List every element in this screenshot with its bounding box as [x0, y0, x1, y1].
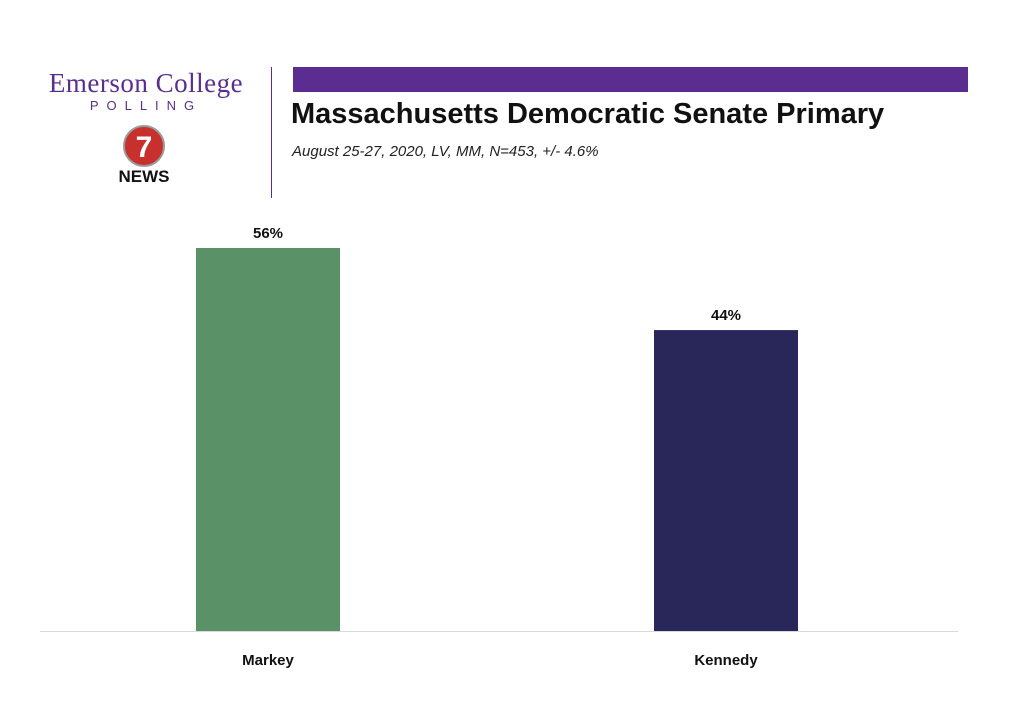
chart-title: Massachusetts Democratic Senate Primary [291, 98, 885, 130]
category-label-kennedy: Kennedy [694, 652, 758, 669]
bar-markey [196, 248, 340, 631]
emerson-college-logo-text: Emerson College [48, 68, 244, 98]
data-label-markey: 56% [253, 225, 283, 242]
seven-news-logo-number: 7 [136, 131, 153, 164]
header-divider [271, 67, 272, 198]
bar-kennedy [654, 330, 798, 631]
data-label-kennedy: 44% [711, 307, 741, 324]
seven-news-logo-icon: 7 NEWS [119, 125, 170, 186]
title-accent-bar [293, 67, 968, 92]
chart-subtitle: August 25-27, 2020, LV, MM, N=453, +/- 4… [292, 143, 599, 160]
polling-logo-text: POLLING [89, 98, 203, 113]
seven-news-logo-label: NEWS [119, 167, 170, 186]
category-label-markey: Markey [242, 652, 294, 669]
